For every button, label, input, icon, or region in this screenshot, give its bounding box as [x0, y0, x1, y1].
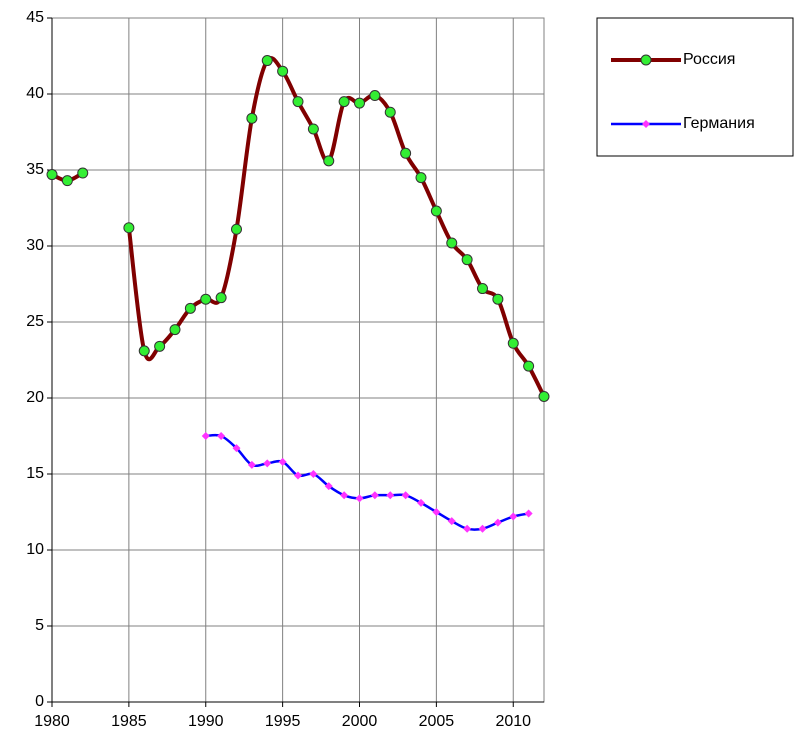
- marker: [263, 459, 272, 468]
- marker: [338, 96, 350, 108]
- marker: [323, 155, 335, 167]
- marker: [386, 491, 395, 500]
- y-tick-label: 25: [26, 313, 44, 330]
- marker: [355, 494, 364, 503]
- marker: [154, 340, 166, 352]
- marker: [231, 223, 242, 235]
- marker: [261, 55, 273, 67]
- series-line: [205, 433, 529, 531]
- legend-label: Россия: [683, 51, 735, 68]
- marker: [507, 337, 519, 349]
- marker: [492, 293, 504, 305]
- marker: [461, 254, 473, 266]
- legend-box: [596, 17, 794, 157]
- marker: [200, 293, 212, 305]
- marker: [138, 345, 150, 357]
- y-tick-label: 40: [26, 85, 44, 102]
- plot-area: [51, 17, 545, 703]
- marker: [278, 457, 287, 466]
- marker: [324, 482, 333, 491]
- marker: [432, 508, 441, 516]
- marker: [217, 432, 226, 440]
- marker: [523, 360, 535, 372]
- marker: [446, 237, 458, 249]
- marker: [277, 65, 289, 77]
- marker: [640, 54, 652, 66]
- marker: [247, 460, 256, 469]
- marker: [294, 471, 302, 480]
- y-tick-label: 5: [35, 617, 44, 634]
- marker: [123, 222, 135, 234]
- marker: [77, 167, 89, 179]
- y-tick-label: 10: [26, 541, 44, 558]
- x-tick-label: 2000: [342, 713, 378, 730]
- marker: [232, 444, 241, 453]
- marker: [340, 491, 349, 500]
- marker: [524, 509, 533, 518]
- x-tick-label: 1980: [34, 713, 70, 730]
- marker: [184, 302, 196, 314]
- x-tick-label: 2005: [419, 713, 455, 730]
- marker: [477, 283, 488, 295]
- x-tick-label: 1985: [111, 713, 147, 730]
- y-tick-label: 20: [26, 389, 44, 406]
- marker: [215, 292, 227, 304]
- x-tick-label: 1990: [188, 713, 224, 730]
- marker: [642, 120, 650, 128]
- legend-label: Германия: [683, 115, 755, 132]
- marker: [430, 205, 442, 217]
- marker: [369, 90, 381, 102]
- marker: [309, 470, 318, 478]
- marker: [509, 512, 518, 521]
- marker: [478, 524, 487, 533]
- marker: [417, 498, 425, 507]
- marker: [61, 175, 73, 187]
- marker: [169, 324, 181, 336]
- marker: [538, 390, 550, 402]
- marker: [463, 524, 472, 533]
- marker: [493, 518, 502, 527]
- y-tick-label: 35: [26, 161, 44, 178]
- marker: [384, 106, 396, 118]
- y-tick-label: 30: [26, 237, 44, 254]
- marker: [415, 172, 427, 184]
- marker: [292, 96, 304, 108]
- marker: [246, 112, 258, 124]
- marker: [447, 517, 456, 526]
- x-tick-label: 1995: [265, 713, 301, 730]
- marker: [46, 169, 58, 181]
- marker: [354, 97, 365, 109]
- marker: [307, 123, 319, 135]
- y-tick-label: 0: [35, 693, 44, 710]
- marker: [400, 147, 412, 159]
- marker: [370, 491, 379, 500]
- x-tick-label: 2010: [495, 713, 531, 730]
- marker: [401, 491, 410, 500]
- marker: [201, 432, 210, 440]
- y-tick-label: 15: [26, 465, 44, 482]
- y-tick-label: 45: [26, 9, 44, 26]
